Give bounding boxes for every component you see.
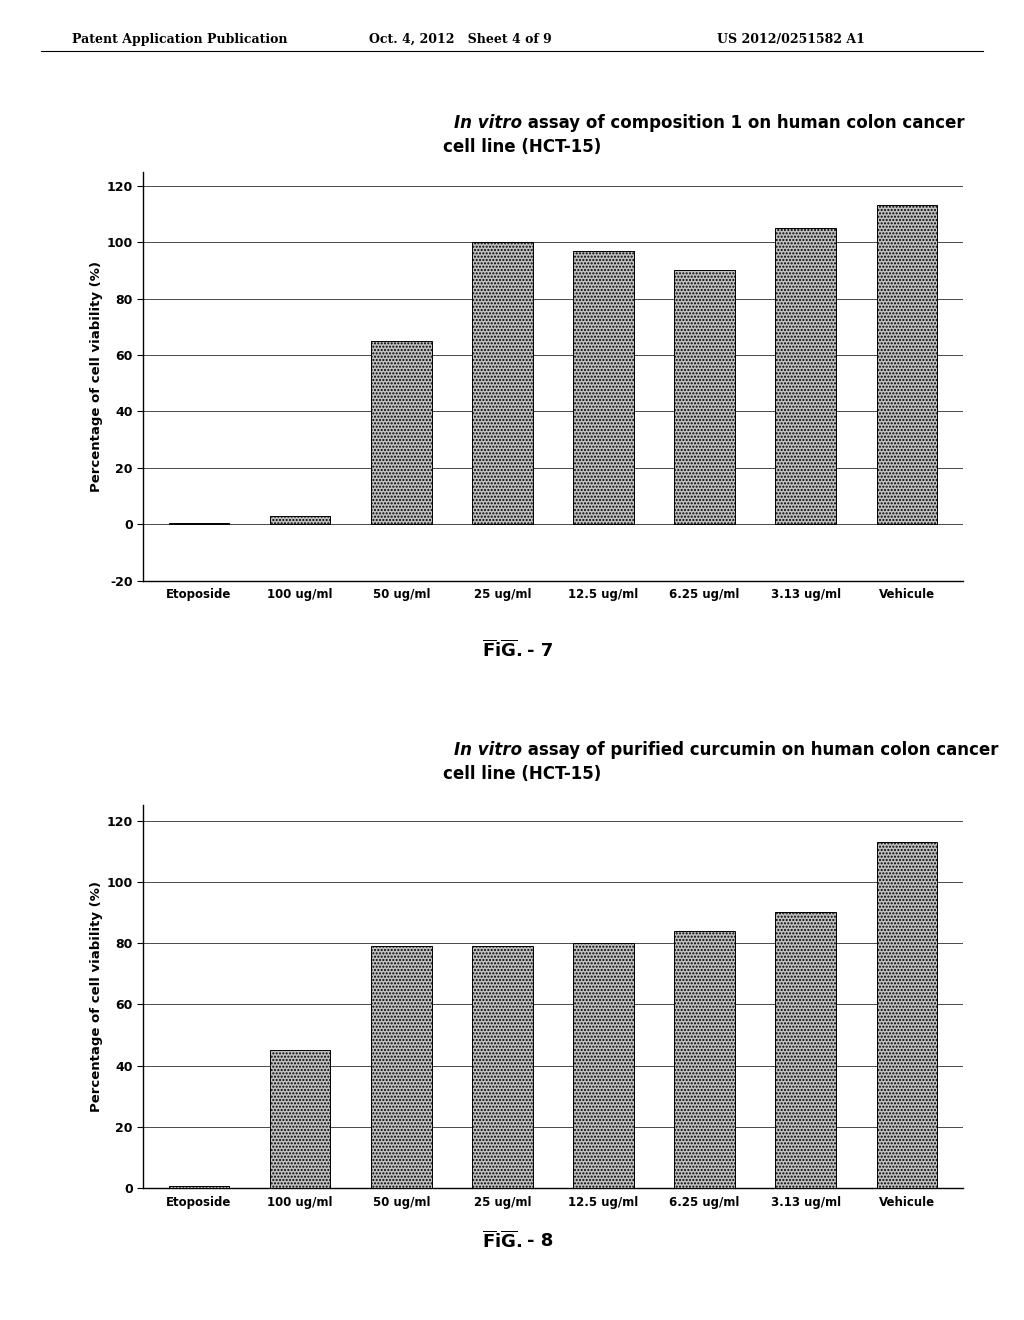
Bar [775,912,837,1188]
Text: assay of composition 1 on human colon cancer: assay of composition 1 on human colon ca… [522,114,965,132]
Bar [472,242,532,524]
Bar [573,251,634,524]
Bar [472,946,532,1188]
Bar [269,1051,331,1188]
Bar [675,271,735,524]
Text: Oct. 4, 2012   Sheet 4 of 9: Oct. 4, 2012 Sheet 4 of 9 [369,33,551,46]
Text: $\mathbf{\overline{F}i\overline{G}.}$: $\mathbf{\overline{F}i\overline{G}.}$ [482,1230,522,1251]
Bar [169,1187,229,1188]
Bar [877,842,937,1188]
Text: Patent Application Publication: Patent Application Publication [72,33,287,46]
Text: cell line (HCT-15): cell line (HCT-15) [443,764,601,783]
Bar [169,523,229,524]
Text: - 7: - 7 [527,642,554,660]
Text: $\mathbf{\overline{F}i\overline{G}.}$: $\mathbf{\overline{F}i\overline{G}.}$ [482,640,522,661]
Bar [371,341,431,524]
Bar [675,931,735,1188]
Bar [269,516,331,524]
Bar [371,946,431,1188]
Bar [573,942,634,1188]
Y-axis label: Percentage of cell viability (%): Percentage of cell viability (%) [89,260,102,491]
Y-axis label: Percentage of cell viability (%): Percentage of cell viability (%) [89,882,102,1111]
Text: In vitro: In vitro [455,114,522,132]
Text: - 8: - 8 [527,1232,554,1250]
Bar [775,228,837,524]
Text: In vitro: In vitro [455,741,522,759]
Text: US 2012/0251582 A1: US 2012/0251582 A1 [717,33,864,46]
Text: assay of purified curcumin on human colon cancer: assay of purified curcumin on human colo… [522,741,998,759]
Text: cell line (HCT-15): cell line (HCT-15) [443,137,601,156]
Bar [877,206,937,524]
